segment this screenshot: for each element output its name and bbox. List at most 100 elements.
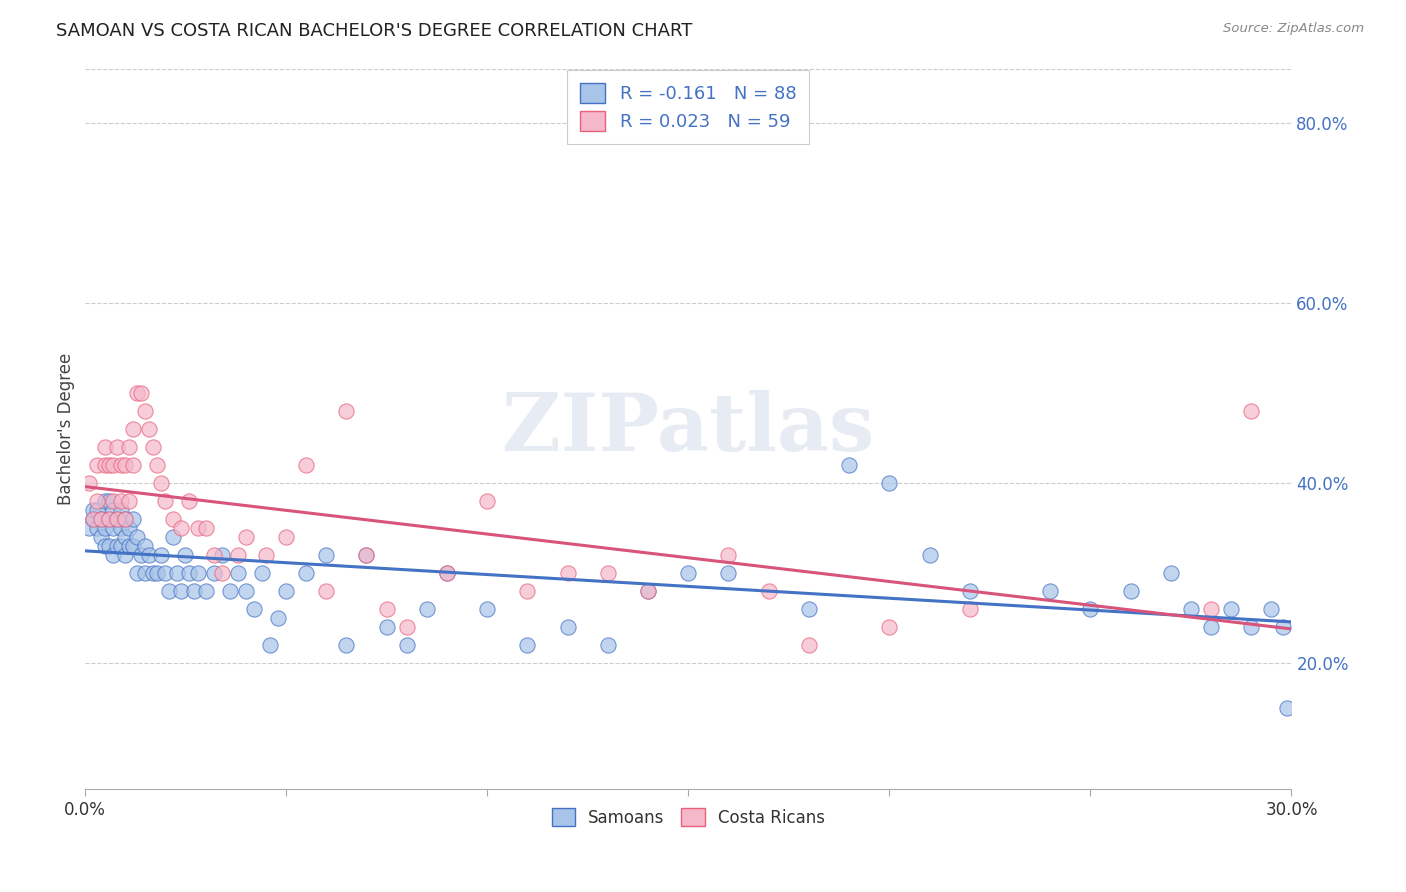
- Point: [170, 521, 193, 535]
- Point: [94, 458, 117, 472]
- Point: [254, 548, 277, 562]
- Point: [134, 566, 156, 580]
- Point: [637, 584, 659, 599]
- Point: [122, 458, 145, 472]
- Point: [758, 584, 780, 599]
- Point: [235, 584, 257, 599]
- Point: [235, 530, 257, 544]
- Y-axis label: Bachelor's Degree: Bachelor's Degree: [58, 352, 75, 505]
- Point: [166, 566, 188, 580]
- Point: [127, 530, 149, 544]
- Point: [179, 494, 201, 508]
- Legend: Samoans, Costa Ricans: Samoans, Costa Ricans: [543, 799, 834, 835]
- Point: [118, 440, 141, 454]
- Point: [110, 458, 132, 472]
- Point: [110, 503, 132, 517]
- Point: [1199, 602, 1222, 616]
- Point: [82, 512, 104, 526]
- Point: [516, 584, 538, 599]
- Point: [105, 512, 128, 526]
- Point: [838, 458, 860, 472]
- Point: [375, 620, 398, 634]
- Point: [114, 458, 136, 472]
- Point: [174, 548, 197, 562]
- Point: [98, 458, 121, 472]
- Point: [250, 566, 273, 580]
- Point: [170, 584, 193, 599]
- Point: [86, 521, 108, 535]
- Point: [274, 530, 297, 544]
- Point: [98, 512, 121, 526]
- Point: [155, 494, 177, 508]
- Point: [179, 566, 201, 580]
- Point: [162, 512, 184, 526]
- Point: [475, 602, 498, 616]
- Point: [118, 539, 141, 553]
- Point: [596, 638, 619, 652]
- Point: [82, 512, 104, 526]
- Point: [157, 584, 180, 599]
- Point: [122, 422, 145, 436]
- Point: [797, 602, 820, 616]
- Point: [110, 521, 132, 535]
- Point: [717, 566, 740, 580]
- Point: [315, 584, 337, 599]
- Point: [162, 530, 184, 544]
- Point: [101, 521, 124, 535]
- Point: [1160, 566, 1182, 580]
- Point: [218, 584, 240, 599]
- Point: [98, 539, 121, 553]
- Point: [90, 530, 112, 544]
- Point: [295, 458, 318, 472]
- Point: [1119, 584, 1142, 599]
- Point: [194, 584, 217, 599]
- Point: [356, 548, 378, 562]
- Point: [142, 440, 165, 454]
- Text: Source: ZipAtlas.com: Source: ZipAtlas.com: [1223, 22, 1364, 36]
- Point: [202, 548, 225, 562]
- Point: [183, 584, 205, 599]
- Point: [676, 566, 699, 580]
- Point: [77, 475, 100, 490]
- Point: [114, 512, 136, 526]
- Point: [146, 566, 169, 580]
- Point: [1272, 620, 1295, 634]
- Text: ZIPatlas: ZIPatlas: [502, 390, 875, 468]
- Point: [315, 548, 337, 562]
- Point: [155, 566, 177, 580]
- Point: [122, 512, 145, 526]
- Point: [211, 548, 233, 562]
- Point: [877, 620, 900, 634]
- Point: [134, 539, 156, 553]
- Point: [118, 494, 141, 508]
- Point: [94, 539, 117, 553]
- Point: [77, 521, 100, 535]
- Point: [1199, 620, 1222, 634]
- Point: [138, 422, 160, 436]
- Point: [395, 620, 418, 634]
- Point: [637, 584, 659, 599]
- Point: [274, 584, 297, 599]
- Point: [101, 494, 124, 508]
- Point: [105, 440, 128, 454]
- Point: [475, 494, 498, 508]
- Point: [557, 566, 579, 580]
- Point: [436, 566, 458, 580]
- Point: [596, 566, 619, 580]
- Point: [436, 566, 458, 580]
- Point: [717, 548, 740, 562]
- Point: [90, 512, 112, 526]
- Point: [959, 602, 981, 616]
- Point: [86, 458, 108, 472]
- Point: [959, 584, 981, 599]
- Point: [395, 638, 418, 652]
- Point: [335, 404, 357, 418]
- Point: [267, 611, 290, 625]
- Point: [129, 548, 152, 562]
- Point: [150, 548, 173, 562]
- Point: [1260, 602, 1282, 616]
- Point: [516, 638, 538, 652]
- Point: [94, 494, 117, 508]
- Point: [243, 602, 266, 616]
- Point: [1240, 404, 1263, 418]
